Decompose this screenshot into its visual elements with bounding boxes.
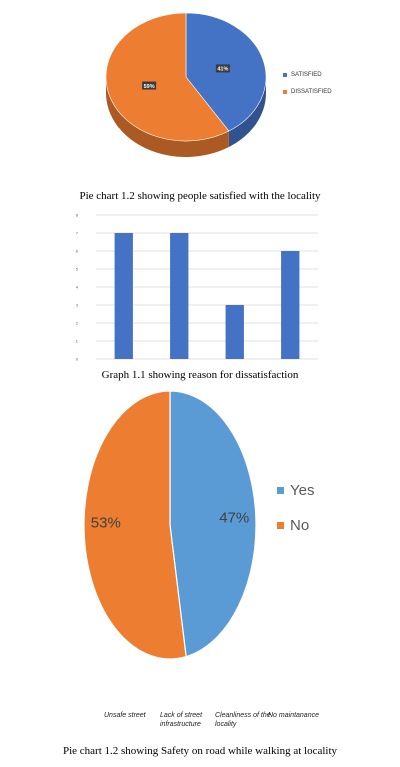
pie2-data-label: 47%: [219, 509, 249, 526]
pie1-legend-swatch-dissatisfied: [283, 90, 287, 94]
x-category-label: No maintanance: [268, 711, 319, 720]
pie2-legend-label-yes: Yes: [290, 482, 315, 499]
x-category-line: Cleanliness of the: [215, 712, 271, 719]
bar-y-tick-label: 6: [76, 249, 79, 254]
pie1-legend-dissatisfied: DISSATISFIED: [283, 89, 332, 95]
x-category-line: locality: [215, 721, 237, 728]
x-category-label: Unsafe street: [104, 711, 146, 720]
pie-chart-road-safety: 47% 53%: [83, 390, 257, 660]
pie2-legend-swatch-no: [277, 522, 284, 529]
pie2-caption: Pie chart 1.2 showing Safety on road whi…: [62, 745, 338, 757]
bar-gridlines: [96, 214, 318, 360]
pie1-legend-label-satisfied: SATISFIED: [291, 72, 322, 78]
pie-chart-satisfaction: 41% 59%: [105, 12, 267, 158]
bar-series: [114, 233, 300, 359]
x-category-label: Lack of street infrastructure: [160, 711, 202, 729]
bar-y-tick-label: 0: [76, 357, 79, 362]
x-category-label: Cleanliness of the locality: [215, 711, 271, 729]
bar-y-tick-label: 2: [76, 321, 79, 326]
pie2-slice-no: [83, 390, 187, 660]
pie1-slice-side: [106, 77, 229, 158]
pie1-data-label: 59%: [142, 81, 157, 90]
pie2-slices: [83, 390, 257, 660]
bar-y-tick-labels: 0 1 2 3 4 5 6 7 8: [76, 213, 79, 362]
bar-y-tick-label: 3: [76, 303, 79, 308]
graph1-caption: Graph 1.1 showing reason for dissatisfac…: [101, 369, 299, 381]
bar-y-tick-label: 5: [76, 267, 79, 272]
pie1-legend-satisfied: SATISFIED: [283, 72, 322, 78]
pie1-slices: [105, 12, 267, 142]
bar-3: [225, 305, 244, 359]
pie2-data-labels: 47% 53%: [91, 509, 249, 531]
bar-4: [281, 251, 300, 359]
pie1-slice-side: [228, 77, 266, 148]
x-category-line: infrastructure: [160, 721, 201, 728]
x-category-line: Lack of street: [160, 712, 203, 719]
bar-y-tick-label: 1: [76, 339, 79, 344]
bar-y-tick-label: 4: [76, 285, 79, 290]
bar-y-tick-label: 7: [76, 231, 79, 236]
svg-text:59%: 59%: [144, 84, 155, 90]
pie2-slice-yes: [169, 390, 257, 658]
pie1-data-labels: 41% 59%: [142, 64, 230, 90]
pie1-legend-swatch-satisfied: [283, 73, 287, 77]
pie2-data-label: 53%: [91, 515, 121, 532]
pie2-legend-yes: Yes: [277, 482, 314, 499]
pie1-data-label: 41%: [215, 64, 230, 73]
bar-y-tick-label: 8: [76, 213, 79, 218]
bar-chart-dissatisfaction-reasons: 0 1 2 3 4 5 6 7 8: [76, 213, 318, 362]
pie2-legend-no: No: [277, 517, 309, 534]
x-category-line: No maintanance: [268, 712, 319, 719]
pie1-legend-label-dissatisfied: DISSATISFIED: [291, 89, 332, 95]
pie1-depth: [106, 77, 266, 158]
bar-2: [170, 233, 189, 359]
x-category-line: Unsafe street: [104, 712, 146, 719]
pie2-legend-label-no: No: [290, 517, 310, 534]
pie2-legend-swatch-yes: [277, 487, 284, 494]
bar-1: [114, 233, 133, 359]
pie1-caption: Pie chart 1.2 showing people satisfied w…: [79, 190, 321, 202]
svg-text:41%: 41%: [217, 67, 228, 73]
pie1-slice-dissatisfied: [105, 12, 230, 142]
